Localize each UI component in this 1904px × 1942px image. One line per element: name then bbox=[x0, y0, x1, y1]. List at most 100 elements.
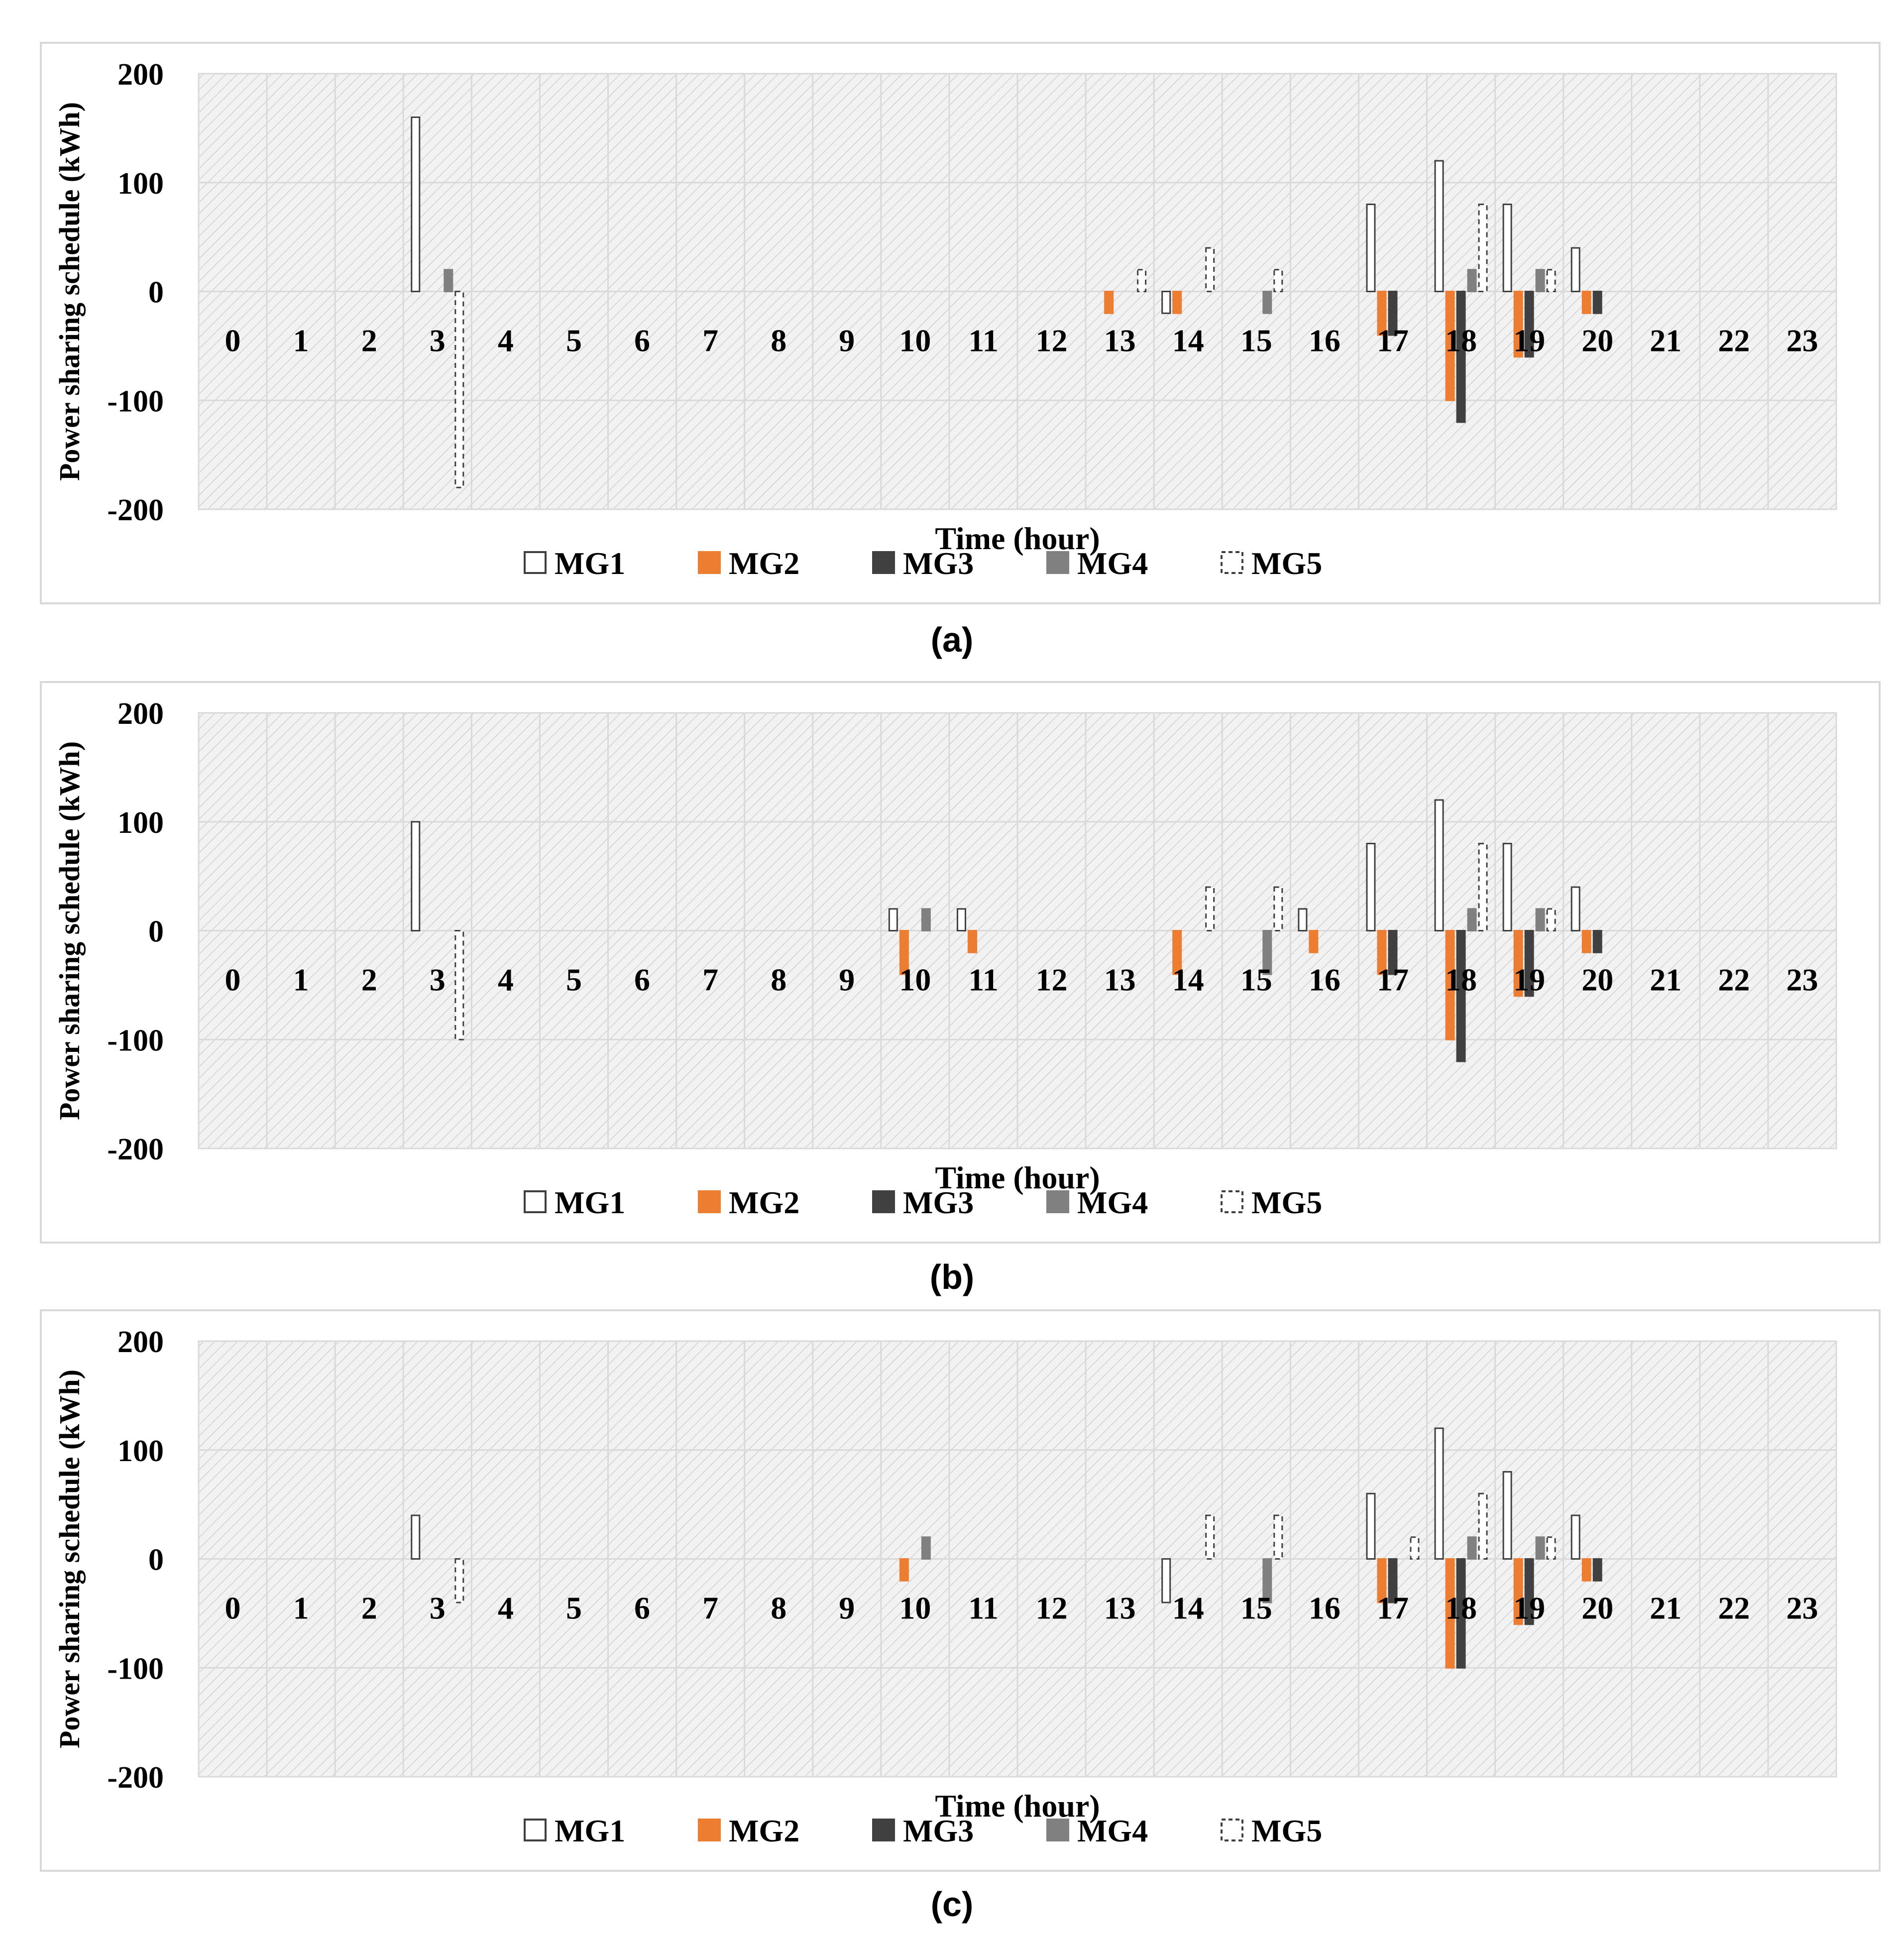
legend-swatch-mg3 bbox=[872, 1819, 895, 1841]
x-tick-label: 12 bbox=[1036, 962, 1068, 998]
bar-mg2-hour-20 bbox=[1581, 930, 1591, 953]
y-tick-label: 200 bbox=[117, 58, 164, 92]
bar-mg3-hour-20 bbox=[1592, 930, 1602, 953]
x-tick-label: 16 bbox=[1309, 1591, 1341, 1626]
y-tick-label: -100 bbox=[107, 384, 164, 418]
legend-label-mg1: MG1 bbox=[555, 1813, 625, 1848]
x-axis-title: Time (hour) bbox=[935, 1160, 1100, 1195]
chart-panel-a: 200 100 0 -100 -200 0 1 2 3 4 5 6 7 8 9 10 11 12 13 14 15 16 1… bbox=[40, 42, 1881, 604]
bar-mg2-hour-11 bbox=[967, 930, 977, 953]
bar-mg5-hour-3 bbox=[454, 291, 464, 488]
bar-mg5-hour-3 bbox=[454, 930, 464, 1040]
x-tick-label: 10 bbox=[899, 962, 931, 998]
bar-mg1-hour-20 bbox=[1570, 247, 1580, 292]
x-tick-label: 2 bbox=[361, 962, 377, 998]
x-tick-label: 6 bbox=[634, 962, 650, 998]
bar-mg5-hour-18 bbox=[1478, 843, 1488, 931]
bar-mg1-hour-16 bbox=[1298, 908, 1308, 931]
x-tick-label: 19 bbox=[1513, 1591, 1545, 1626]
bar-mg1-hour-17 bbox=[1366, 204, 1376, 292]
x-tick-label: 5 bbox=[566, 323, 582, 358]
y-tick-label: 200 bbox=[117, 1325, 164, 1359]
x-tick-label: 15 bbox=[1240, 323, 1272, 358]
bar-mg5-hour-19 bbox=[1546, 908, 1556, 931]
bar-mg5-hour-14 bbox=[1205, 886, 1215, 931]
x-tick-label: 11 bbox=[968, 962, 998, 998]
x-tick-label: 7 bbox=[702, 1591, 718, 1626]
bar-mg2-hour-19 bbox=[1513, 291, 1523, 358]
x-tick-label: 8 bbox=[771, 962, 786, 998]
bar-mg4-hour-10 bbox=[921, 908, 931, 931]
x-tick-label: 23 bbox=[1786, 323, 1818, 358]
bar-mg2-hour-19 bbox=[1513, 1558, 1523, 1625]
x-tick-label: 1 bbox=[293, 1591, 309, 1626]
bar-mg2-hour-18 bbox=[1445, 1558, 1455, 1669]
x-tick-label: 2 bbox=[361, 323, 377, 358]
x-tick-label: 7 bbox=[702, 323, 718, 358]
legend-swatch-mg5 bbox=[1221, 1190, 1243, 1213]
legend-label-mg4: MG4 bbox=[1077, 1185, 1148, 1220]
x-tick-label: 3 bbox=[430, 323, 446, 358]
y-tick-label: -200 bbox=[107, 1761, 164, 1795]
x-tick-label: 0 bbox=[225, 1591, 241, 1626]
bar-mg4-hour-19 bbox=[1535, 269, 1545, 292]
bar-mg4-hour-18 bbox=[1467, 908, 1477, 931]
legend-swatch-mg1 bbox=[524, 1190, 547, 1213]
y-tick-label: -200 bbox=[107, 493, 164, 527]
bar-mg1-hour-18 bbox=[1434, 160, 1444, 292]
x-tick-label: 19 bbox=[1513, 323, 1545, 358]
x-tick-label: 4 bbox=[498, 962, 514, 998]
caption-a: (a) bbox=[930, 620, 974, 659]
x-tick-label: 4 bbox=[498, 1591, 514, 1626]
y-tick-label: 100 bbox=[117, 1434, 164, 1468]
legend-swatch-mg1 bbox=[524, 551, 547, 574]
y-axis-title: Power sharing schedule (kWh) bbox=[53, 741, 86, 1120]
x-tick-label: 14 bbox=[1172, 323, 1204, 358]
bar-mg1-hour-3 bbox=[411, 1514, 421, 1560]
bar-mg4-hour-15 bbox=[1262, 1558, 1272, 1603]
y-axis-title: Power sharing schedule (kWh) bbox=[53, 1370, 86, 1748]
legend-swatch-mg5 bbox=[1221, 551, 1243, 574]
bar-mg3-hour-17 bbox=[1388, 1558, 1398, 1603]
bar-mg1-hour-20 bbox=[1570, 886, 1580, 931]
x-tick-label: 18 bbox=[1445, 962, 1477, 998]
legend-label-mg4: MG4 bbox=[1077, 1813, 1148, 1848]
bar-mg2-hour-20 bbox=[1581, 291, 1591, 314]
x-tick-label: 0 bbox=[225, 323, 241, 358]
x-tick-label: 21 bbox=[1650, 323, 1681, 358]
x-tick-label: 2 bbox=[361, 1591, 377, 1626]
bar-mg4-hour-15 bbox=[1262, 291, 1272, 314]
bar-mg5-hour-13 bbox=[1137, 269, 1147, 292]
x-tick-label: 21 bbox=[1650, 962, 1681, 998]
x-tick-label: 15 bbox=[1240, 962, 1272, 998]
bar-mg3-hour-17 bbox=[1388, 291, 1398, 336]
x-tick-label: 9 bbox=[839, 1591, 855, 1626]
x-tick-label: 0 bbox=[225, 962, 241, 998]
x-tick-label: 6 bbox=[634, 323, 650, 358]
legend-swatch-mg3 bbox=[872, 551, 895, 574]
bar-mg2-hour-16 bbox=[1309, 930, 1319, 953]
x-axis-title: Time (hour) bbox=[935, 1788, 1100, 1824]
legend-label-mg2: MG2 bbox=[729, 1185, 799, 1220]
bar-mg3-hour-20 bbox=[1592, 1558, 1602, 1582]
bar-mg5-hour-17 bbox=[1410, 1536, 1420, 1560]
legend-swatch-mg2 bbox=[698, 1190, 721, 1213]
x-tick-label: 5 bbox=[566, 962, 582, 998]
bar-mg1-hour-14 bbox=[1161, 291, 1171, 314]
x-tick-label: 23 bbox=[1786, 1591, 1818, 1626]
bar-mg1-hour-19 bbox=[1502, 1471, 1512, 1560]
x-tick-label: 22 bbox=[1718, 962, 1750, 998]
bar-mg4-hour-10 bbox=[921, 1536, 931, 1560]
x-tick-label: 21 bbox=[1650, 1591, 1681, 1626]
legend-swatch-mg5 bbox=[1221, 1819, 1243, 1841]
caption-b: (b) bbox=[929, 1257, 975, 1296]
x-tick-label: 10 bbox=[899, 323, 931, 358]
y-tick-label: 100 bbox=[117, 167, 164, 201]
x-tick-label: 9 bbox=[839, 962, 855, 998]
caption-c: (c) bbox=[930, 1885, 974, 1924]
legend-swatch-mg4 bbox=[1046, 551, 1069, 574]
x-tick-label: 13 bbox=[1104, 1591, 1136, 1626]
bar-mg4-hour-19 bbox=[1535, 1536, 1545, 1560]
